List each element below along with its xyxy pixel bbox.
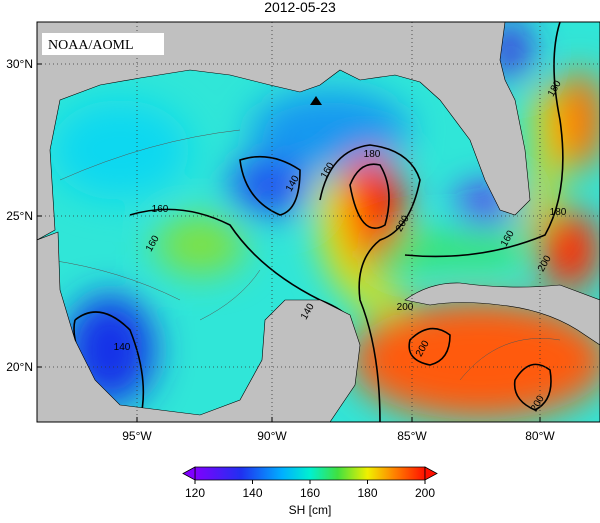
colorbar-tick-label: 200 bbox=[415, 486, 435, 500]
contour-label: 180 bbox=[550, 207, 567, 218]
colorbar-low-arrow bbox=[182, 466, 196, 481]
colorbar-high-arrow bbox=[424, 466, 438, 481]
contour-label: 200 bbox=[397, 302, 414, 313]
lon-label: 90°W bbox=[257, 429, 287, 443]
contour-label: 160 bbox=[152, 204, 169, 215]
title: 2012-05-23 bbox=[264, 0, 336, 15]
lon-label: 80°W bbox=[525, 429, 555, 443]
contour-label: 140 bbox=[114, 342, 131, 353]
lon-label: 95°W bbox=[122, 429, 152, 443]
colorbar bbox=[194, 466, 426, 481]
contour-label: 180 bbox=[364, 149, 381, 160]
colorbar-tick-label: 180 bbox=[357, 486, 377, 500]
colorbar-tick-label: 140 bbox=[242, 486, 262, 500]
lat-label: 30°N bbox=[6, 57, 33, 71]
station-marker bbox=[310, 96, 322, 105]
lat-label: 25°N bbox=[6, 209, 33, 223]
lon-label: 85°W bbox=[397, 429, 427, 443]
credit: NOAA/AOML bbox=[48, 38, 134, 53]
map-area: 1801601401601601401402002001801602002002… bbox=[37, 22, 600, 422]
credit-box bbox=[42, 33, 164, 55]
map-frame bbox=[36, 21, 600, 423]
lat-label: 20°N bbox=[6, 360, 33, 374]
colorbar-label: SH [cm] bbox=[289, 503, 332, 517]
colorbar-tick-label: 160 bbox=[300, 486, 320, 500]
colorbar-tick-label: 120 bbox=[185, 486, 205, 500]
